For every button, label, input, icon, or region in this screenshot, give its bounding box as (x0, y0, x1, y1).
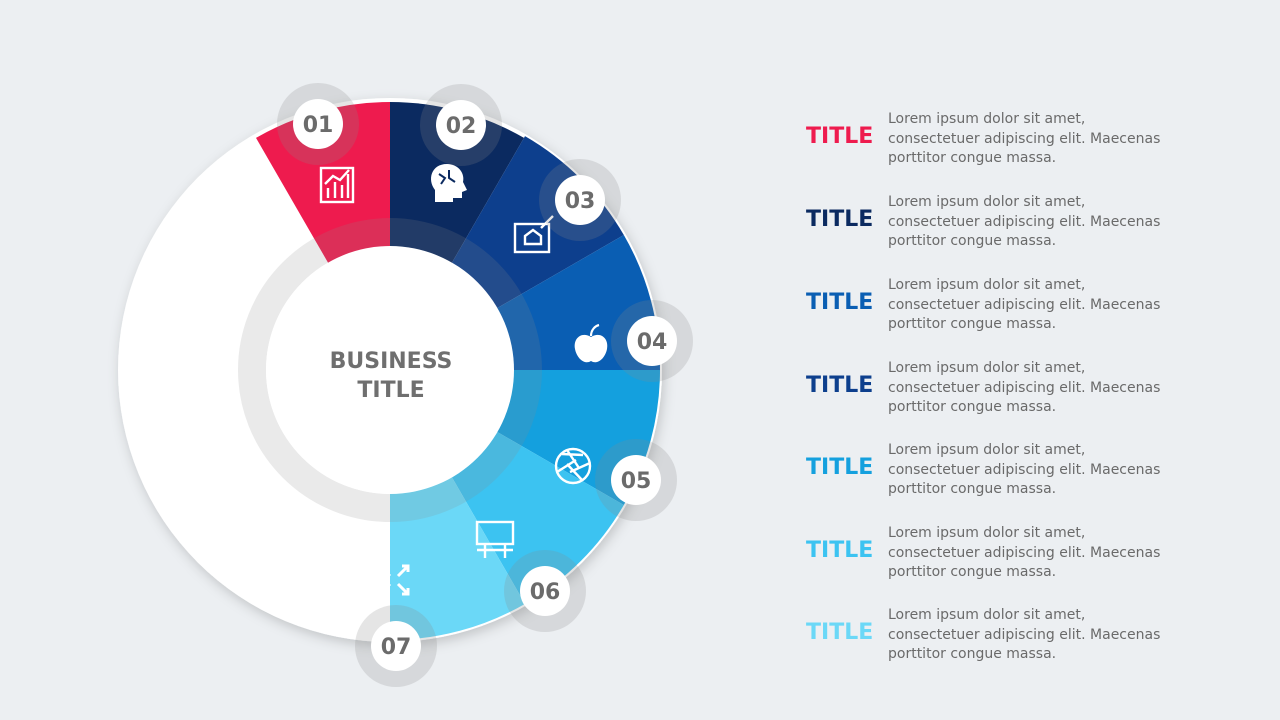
legend-title: TITLE (806, 290, 874, 315)
badge-number: 02 (446, 114, 477, 139)
legend-item-2: TITLE Lorem ipsum dolor sit amet, consec… (806, 193, 1186, 253)
badge-04: 04 (611, 300, 693, 382)
legend-text: Lorem ipsum dolor sit amet, consectetuer… (888, 111, 1161, 166)
brain-head-icon (431, 164, 467, 202)
legend-text: Lorem ipsum dolor sit amet, consectetuer… (888, 525, 1161, 580)
billboard-icon (475, 520, 515, 558)
legend-text: Lorem ipsum dolor sit amet, consectetuer… (888, 607, 1161, 662)
badge-number: 05 (621, 469, 652, 494)
legend-title: TITLE (806, 455, 874, 480)
blueprint-house-icon (513, 215, 554, 254)
badge-number: 07 (381, 635, 412, 660)
badge-number: 06 (530, 580, 561, 605)
center-title-line2: TITLE (357, 378, 424, 403)
center-title-line1: BUSINESS (330, 349, 453, 374)
badge-number: 04 (637, 330, 668, 355)
badge-disc (611, 455, 661, 505)
legend-item-6: TITLE Lorem ipsum dolor sit amet, consec… (806, 524, 1186, 584)
badge-disc (520, 566, 570, 616)
center-disc (266, 246, 514, 494)
legend-title: TITLE (806, 373, 874, 398)
legend-title: TITLE (806, 207, 874, 232)
camera-aperture-icon (554, 447, 592, 485)
cross-arrows-icon (378, 564, 410, 596)
badge-disc (627, 316, 677, 366)
badge-disc (436, 100, 486, 150)
badge-03: 03 (539, 159, 621, 241)
legend-text: Lorem ipsum dolor sit amet, consectetuer… (888, 360, 1161, 415)
apple-icon (574, 323, 608, 363)
legend-item-4: TITLE Lorem ipsum dolor sit amet, consec… (806, 359, 1186, 419)
legend-title: TITLE (806, 538, 874, 563)
bar-chart-icon (319, 166, 355, 204)
badge-01: 01 (277, 83, 359, 165)
legend-text: Lorem ipsum dolor sit amet, consectetuer… (888, 277, 1161, 332)
badge-disc (293, 99, 343, 149)
badge-disc (371, 621, 421, 671)
legend-item-1: TITLE Lorem ipsum dolor sit amet, consec… (806, 110, 1186, 170)
badge-02: 02 (420, 84, 502, 166)
badge-number: 03 (565, 189, 596, 214)
inner-ring (238, 218, 542, 522)
legend-item-5: TITLE Lorem ipsum dolor sit amet, consec… (806, 441, 1186, 501)
legend-title: TITLE (806, 620, 874, 645)
badge-disc (555, 175, 605, 225)
badge-number: 01 (303, 113, 334, 138)
legend-title: TITLE (806, 124, 874, 149)
legend-text: Lorem ipsum dolor sit amet, consectetuer… (888, 194, 1161, 249)
legend-item-7: TITLE Lorem ipsum dolor sit amet, consec… (806, 606, 1186, 666)
badge-06: 06 (504, 550, 586, 632)
badges-group: 01 02 03 04 05 06 07 (277, 83, 693, 687)
badge-07: 07 (355, 605, 437, 687)
legend-item-3: TITLE Lorem ipsum dolor sit amet, consec… (806, 276, 1186, 336)
badge-05: 05 (595, 439, 677, 521)
legend-text: Lorem ipsum dolor sit amet, consectetuer… (888, 442, 1161, 497)
icons-group (319, 164, 608, 596)
